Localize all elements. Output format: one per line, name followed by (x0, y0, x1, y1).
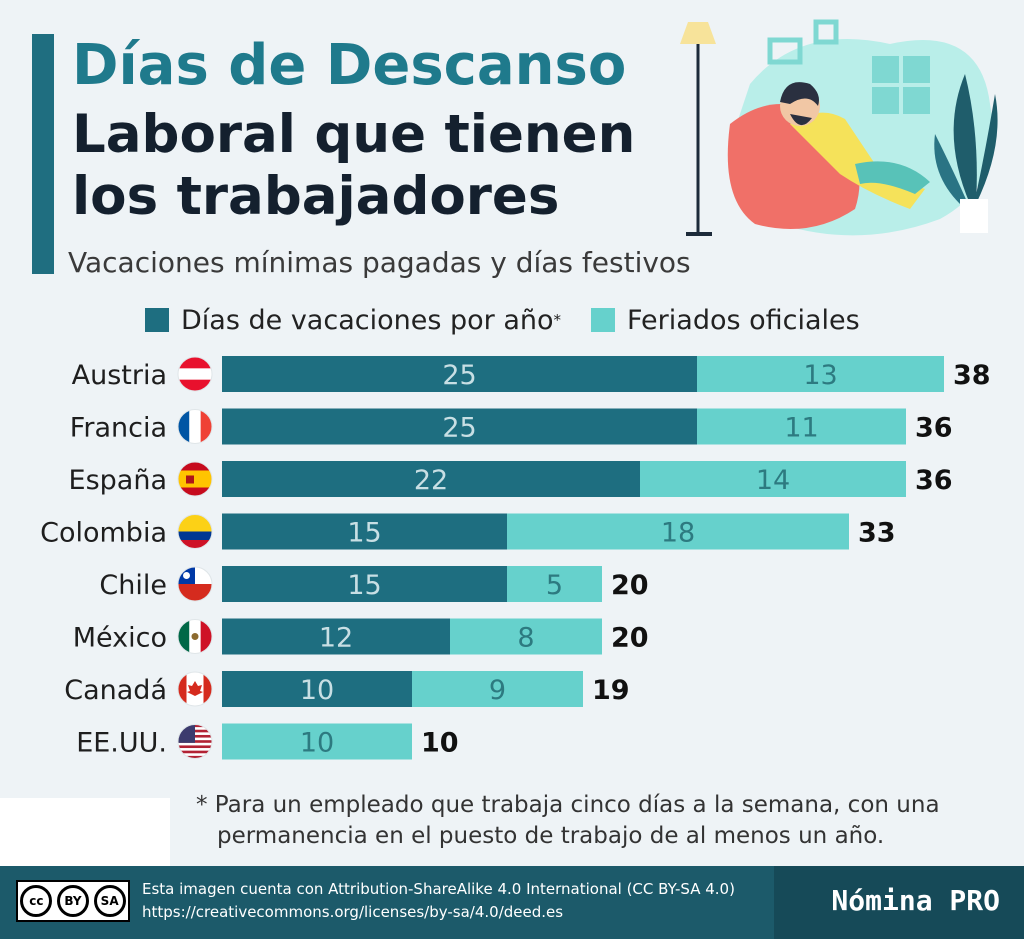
country-label: México (73, 623, 167, 654)
colombia-flag (177, 514, 213, 549)
bar-holidays (222, 723, 412, 760)
country-label: Canadá (64, 675, 167, 706)
total-label: 10 (421, 728, 459, 759)
bar-vacation (222, 356, 697, 392)
legend-label-holidays: Feriados oficiales (627, 304, 860, 336)
bar-label-vacation: 12 (319, 623, 353, 654)
plant-pot-icon (960, 199, 988, 233)
bar-label-vacation: 22 (414, 465, 448, 496)
footnote-line-2: permanencia en el puesto de trabajo de a… (217, 823, 885, 849)
spain-flag (177, 461, 213, 497)
austria-flag (177, 356, 213, 392)
lamp-icon (680, 22, 716, 44)
brand-panel (774, 866, 1024, 939)
legend-item-holidays: Feriados oficiales (591, 305, 860, 336)
total-label: 20 (611, 623, 649, 654)
bar-label-holidays: 13 (803, 360, 837, 391)
bar-label-vacation: 10 (300, 675, 334, 706)
cc-license-badge: cc BY SA (16, 880, 130, 922)
title-line-2: Laboral que tienen (72, 104, 636, 165)
total-label: 36 (915, 465, 953, 496)
canada-flag (177, 671, 213, 707)
bar-vacation (222, 408, 697, 445)
brand-logo: Nómina PRO (831, 884, 1000, 917)
license-text: Esta imagen cuenta con Attribution-Share… (142, 878, 735, 924)
bar-holidays (697, 356, 944, 392)
blank-box (0, 798, 170, 870)
bar-vacation (222, 566, 507, 602)
bar-label-vacation: 25 (442, 413, 476, 444)
bar-label-holidays: 14 (756, 465, 790, 496)
bar-holidays (697, 408, 906, 445)
bar-label-holidays: 10 (300, 728, 334, 759)
bar-holidays (507, 566, 602, 602)
country-label: España (69, 465, 167, 496)
legend-asterisk: * (553, 311, 562, 329)
bar-holidays (450, 618, 602, 655)
usa-flag (177, 724, 213, 759)
total-label: 19 (592, 675, 630, 706)
mexico-flag (177, 619, 213, 654)
legend-swatch-vacation (145, 308, 169, 332)
country-label: Austria (72, 360, 167, 391)
bar-vacation (222, 513, 507, 550)
footer: cc BY SA Esta imagen cuenta con Attribut… (0, 866, 1024, 939)
title-line-1: Días de Descanso (72, 33, 627, 98)
license-line-1: Esta imagen cuenta con Attribution-Share… (142, 880, 735, 898)
frame-icon (813, 19, 839, 45)
footnote: * Para un empleado que trabaja cinco día… (196, 790, 940, 852)
france-flag (177, 409, 213, 444)
total-label: 20 (611, 570, 649, 601)
by-icon: BY (56, 885, 89, 917)
frame-icon (767, 37, 803, 65)
footnote-line-1: * Para un empleado que trabaja cinco día… (196, 792, 940, 818)
bar-vacation (222, 461, 640, 497)
license-url[interactable]: https://creativecommons.org/licenses/by-… (142, 903, 564, 921)
chart-legend: Días de vacaciones por año * Feriados ofi… (145, 300, 890, 340)
bar-holidays (412, 671, 583, 707)
bar-holidays (640, 461, 906, 497)
relaxing-person-illustration (680, 19, 998, 236)
chile-flag (177, 566, 213, 602)
bar-vacation (222, 671, 412, 707)
legend-item-vacation: Días de vacaciones por año * (145, 305, 561, 336)
total-label: 33 (858, 518, 896, 549)
bar-vacation (222, 618, 450, 655)
sa-icon: SA (93, 885, 126, 917)
bar-label-holidays: 5 (546, 570, 563, 601)
country-label: Colombia (40, 518, 167, 549)
bar-label-holidays: 8 (517, 623, 534, 654)
plant-icon (953, 74, 977, 204)
subtitle: Vacaciones mínimas pagadas y días festiv… (68, 246, 691, 279)
legend-label-vacation: Días de vacaciones por año (181, 304, 554, 336)
bar-label-holidays: 11 (784, 413, 818, 444)
title-accent-bar (32, 34, 54, 274)
cc-icon: cc (20, 885, 53, 917)
legend-swatch-holidays (591, 308, 615, 332)
bar-holidays (507, 513, 849, 550)
bar-label-vacation: 15 (347, 518, 381, 549)
total-label: 36 (915, 413, 953, 444)
bar-label-vacation: 15 (347, 570, 381, 601)
total-label: 38 (953, 360, 991, 391)
country-label: Francia (70, 413, 167, 444)
bar-label-holidays: 18 (661, 518, 695, 549)
country-label: EE.UU. (76, 728, 167, 759)
bar-label-vacation: 25 (442, 360, 476, 391)
bar-label-holidays: 9 (489, 675, 506, 706)
country-label: Chile (99, 570, 167, 601)
title-line-3: los trabajadores (72, 166, 560, 227)
